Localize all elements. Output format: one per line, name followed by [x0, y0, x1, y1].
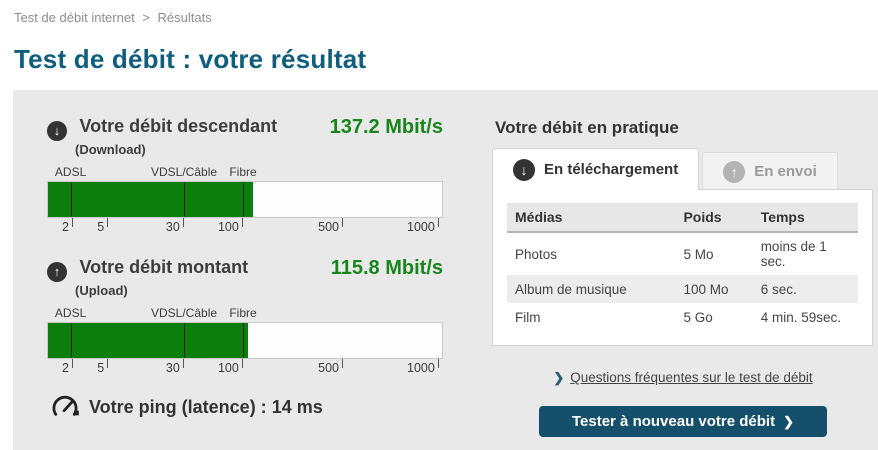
tab-upload[interactable]: ↑ En envoi [702, 152, 838, 190]
ping-section: Votre ping (latence) :14 ms [50, 395, 323, 419]
table-row: Film 5 Go 4 min. 59sec. [515, 309, 841, 325]
download-section: ↓ Votre débit descendant 137.2 Mbit/s (D… [47, 116, 443, 234]
gauge-tick-5: 5 [97, 220, 105, 234]
gauge-tick-500: 500 [318, 361, 340, 375]
download-label: Votre débit descendant [79, 116, 278, 136]
gauge-tick-1000: 1000 [407, 220, 435, 234]
breadcrumb-home-link[interactable]: Test de débit internet [14, 10, 135, 25]
chevron-right-icon: ❯ [783, 413, 794, 429]
ping-label: Votre ping (latence) : [89, 396, 267, 417]
practice-tabs: ↓ En téléchargement ↑ En envoi [492, 148, 874, 190]
gauge-tick-500: 500 [318, 220, 340, 234]
gauge-tick-100: 100 [217, 361, 239, 375]
upload-gauge-fill [48, 323, 249, 358]
tab-download[interactable]: ↓ En téléchargement [492, 148, 700, 190]
upload-label: Votre débit montant [79, 257, 249, 277]
upload-section: ↑ Votre débit montant 115.8 Mbit/s (Uplo… [47, 257, 443, 375]
gauge-tick-100: 100 [217, 220, 239, 234]
download-gauge-bar [47, 181, 443, 218]
gauge-zone-fibre: Fibre [229, 165, 257, 179]
table-row: Photos 5 Mo moins de 1 sec. [515, 239, 827, 269]
gauge-zone-fibre: Fibre [229, 306, 257, 320]
gauge-zone-vdsl: VDSL/Câble [150, 165, 218, 179]
gauge-tick-1000: 1000 [407, 361, 435, 375]
arrow-up-circle-icon: ↑ [47, 261, 67, 282]
arrow-down-circle-icon: ↓ [513, 158, 535, 181]
gauge-zone-adsl: ADSL [54, 165, 87, 179]
practice-card: Médias Poids Temps Photos 5 Mo moins de … [492, 189, 873, 346]
download-gauge: ADSL VDSL/Câble Fibre 2 5 30 100 500 100… [47, 165, 443, 234]
download-value: 137.2 Mbit/s [329, 116, 443, 138]
practice-section: Votre débit en pratique ↓ En téléchargem… [492, 118, 874, 437]
ping-value: 14 ms [271, 396, 323, 417]
download-gauge-fill [48, 182, 253, 217]
gauge-tick-5: 5 [97, 361, 105, 375]
gauge-tick-30: 30 [165, 361, 180, 375]
practice-title: Votre débit en pratique [495, 118, 679, 137]
arrow-up-circle-icon: ↑ [723, 160, 746, 183]
upload-gauge-bar [47, 322, 443, 359]
upload-sublabel: (Upload) [75, 283, 128, 298]
upload-gauge: ADSL VDSL/Câble Fibre 2 5 30 100 500 100… [47, 306, 443, 375]
tab-download-label: En téléchargement [544, 161, 679, 178]
gauge-tick-2: 2 [61, 361, 69, 375]
breadcrumb-separator: > [142, 10, 150, 25]
chevron-right-icon: ❯ [553, 370, 565, 385]
results-panel: ↓ Votre débit descendant 137.2 Mbit/s (D… [13, 90, 878, 450]
col-header-poids: Poids [675, 203, 753, 233]
speedometer-icon [52, 395, 79, 416]
tab-upload-label: En envoi [754, 163, 817, 180]
faq-link[interactable]: Questions fréquentes sur le test de débi… [570, 370, 813, 385]
gauge-tick-30: 30 [165, 220, 180, 234]
gauge-tick-2: 2 [61, 220, 69, 234]
col-header-medias: Médias [507, 203, 676, 233]
page-title: Test de débit : votre résultat [14, 44, 367, 74]
gauge-zone-vdsl: VDSL/Câble [150, 306, 218, 320]
breadcrumb-current: Résultats [157, 10, 212, 25]
col-header-temps: Temps [752, 203, 858, 233]
table-row: Album de musique 100 Mo 6 sec. [507, 275, 858, 303]
arrow-down-circle-icon: ↓ [47, 120, 67, 141]
upload-value: 115.8 Mbit/s [330, 257, 443, 279]
media-table: Médias Poids Temps Photos 5 Mo moins de … [507, 203, 858, 331]
retest-button-label: Tester à nouveau votre débit [571, 413, 776, 430]
gauge-zone-adsl: ADSL [54, 306, 87, 320]
breadcrumb: Test de débit internet > Résultats [14, 10, 216, 25]
download-sublabel: (Download) [75, 142, 146, 157]
retest-button[interactable]: Tester à nouveau votre débit ❯ [539, 406, 827, 437]
